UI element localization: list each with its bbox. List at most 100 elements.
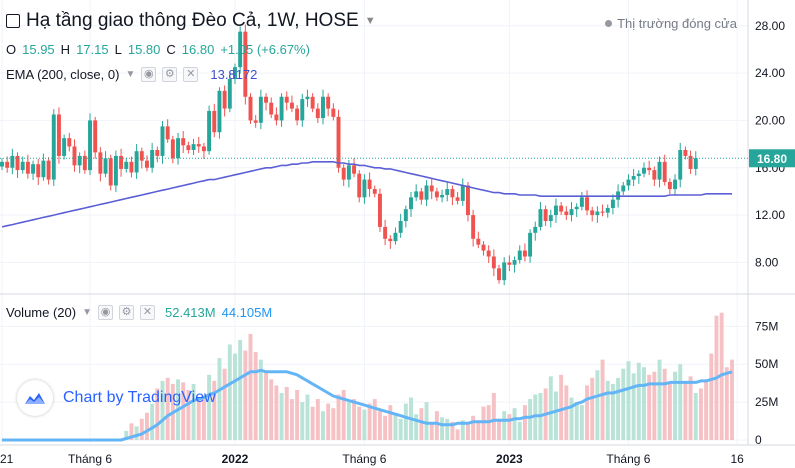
volume-bar [315,399,320,440]
candle-body [41,160,46,178]
volume-bar [709,353,714,440]
candle-body [491,256,496,269]
volume-bar [243,350,248,440]
volume-bar [181,382,186,440]
gear-icon[interactable]: ⚙ [119,305,134,320]
time-tick-label: 21 [0,452,14,466]
gear-icon[interactable]: ⚙ [162,67,178,82]
volume-bar [636,362,641,440]
close-icon[interactable]: ✕ [140,305,155,320]
volume-bar [631,373,636,440]
volume-bar [491,393,496,440]
candle-body [419,191,424,200]
eye-icon[interactable]: ◉ [98,305,113,320]
candle-body [113,155,118,186]
ema-line [1,161,732,228]
volume-bar [564,385,569,440]
candle-body [321,96,325,119]
volume-bar [548,376,553,440]
volume-bar [704,380,709,440]
volume-bar [372,399,377,440]
volume-bar [590,377,595,440]
volume-value: 52.413M [165,305,216,320]
candle-body [336,116,341,168]
volume-bar [253,352,258,440]
volume-bar [248,333,253,440]
candle-body [377,193,382,227]
volume-bar [331,408,336,440]
time-tick-label: 2023 [496,452,523,466]
volume-bar [222,368,227,440]
volume-bar [377,411,382,440]
low-value: 15.80 [127,42,161,57]
volume-bar [274,385,279,440]
time-tick-label: Tháng 6 [606,452,650,466]
volume-ma-value: 44.105M [221,305,273,320]
price-tick-label: 28.00 [755,19,785,33]
candle-body [20,161,25,171]
volume-bar [289,399,294,440]
candle-body [326,96,331,109]
volume-bar [626,361,631,440]
candle-body [15,155,20,171]
candle-body [481,244,486,251]
close-value: 16.80 [181,42,215,57]
volume-bar [217,358,222,440]
volume-label[interactable]: Volume (20) [6,305,77,320]
candle-body [414,191,419,198]
volume-bar [336,394,341,440]
candle-body [522,250,527,257]
market-status-text: Thị trường đóng cửa [617,16,737,31]
candle-body [170,139,175,159]
symbol-square-icon[interactable] [6,14,20,28]
candle-body [512,260,517,265]
candle-body [201,146,206,152]
volume-tick-label: 75M [755,319,778,333]
volume-bar [233,353,237,440]
candle-body [98,152,103,174]
chevron-down-icon[interactable]: ▼ [125,69,136,80]
open-value: 15.95 [22,42,55,57]
change-value: +1.05 (+6.67%) [220,42,310,57]
candle-body [181,138,186,146]
tradingview-branding[interactable]: Chart by TradingView [17,380,216,416]
candle-body [424,185,429,200]
low-label: L [114,42,122,57]
volume-bar [554,391,558,440]
candle-body [688,155,693,169]
candle-body [683,150,688,156]
volume-bar [429,423,434,440]
candle-body [548,215,553,221]
candle-body [362,179,367,198]
volume-bar [165,377,170,440]
close-icon[interactable]: ✕ [183,67,199,82]
candle-body [176,138,180,159]
volume-bar [605,380,610,440]
chevron-down-icon[interactable]: ▼ [82,307,92,318]
volume-bar [424,402,429,440]
volume-legend: Volume (20) ▼ ◉ ⚙ ✕ 52.413M 44.105M [6,305,272,320]
volume-bar [621,368,626,440]
candle-body [258,96,263,123]
candle-body [352,165,357,174]
eye-icon[interactable]: ◉ [141,67,157,82]
volume-bar [357,406,362,440]
volume-tick-label: 0 [755,433,762,447]
volume-bar [393,412,398,440]
candle-body [274,114,279,121]
volume-bar [160,380,165,440]
ema-legend: EMA (200, close, 0) ▼ ◉ ⚙ ✕ 13.8172 [6,67,257,82]
candle-body [191,144,196,150]
candle-body [434,191,439,198]
volume-bar [124,430,129,440]
volume-bar [616,377,621,440]
candle-body [357,173,362,198]
candle-body [657,161,662,180]
volume-bar [300,402,305,440]
chevron-down-icon[interactable]: ▼ [364,15,376,27]
candle-body [150,150,155,168]
candle-body [196,144,201,147]
ema-label[interactable]: EMA (200, close, 0) [6,67,120,82]
volume-bar [450,421,455,440]
candle-body [233,67,237,79]
